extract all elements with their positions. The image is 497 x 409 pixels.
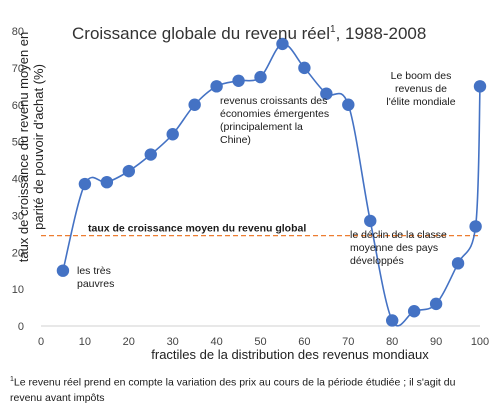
data-point [254,70,267,84]
annotation-middle: moyenne des pays [350,242,438,254]
data-point [469,220,482,233]
data-point [78,177,92,191]
annotation-middle: développés [350,255,404,267]
y-tick-label: 70 [12,63,24,75]
data-point [298,61,311,75]
data-point [100,175,114,189]
y-tick-label: 20 [12,247,24,259]
data-point [56,264,70,277]
average-growth-label: taux de croissance moyen du revenu globa… [88,223,306,235]
x-tick-label: 90 [430,336,442,348]
y-tick-label: 0 [18,321,24,333]
footnote-text: Le revenu réel prend en compte la variat… [10,376,456,404]
data-point [122,164,135,178]
tick-labels: 0 10 20 30 40 50 60 70 80 0 10 20 30 40 50 60 70 80 90 100 [12,26,489,348]
y-axis-title: taux de croissance du revenu moyen en pa… [16,32,46,263]
x-tick-label: 80 [386,336,398,348]
annotation-emerging: économies émergentes [220,108,329,120]
x-tick-label: 60 [298,336,310,348]
x-tick-label: 10 [79,336,91,348]
series-group [56,37,487,327]
chart-title-footnote-mark: 1 [330,24,336,35]
x-tick-label: 50 [254,336,266,348]
average-growth-line-group: taux de croissance moyen du revenu globa… [41,223,480,237]
chart-title-main: Croissance globale du revenu réel [72,24,330,43]
chart-title: Croissance globale du revenu réel1, 1988… [72,24,426,43]
x-tick-label: 20 [123,336,135,348]
data-point [473,80,487,93]
x-tick-label: 40 [210,336,222,348]
data-point [342,98,355,111]
annotation-elite: revenus de [395,83,447,95]
y-tick-label: 40 [12,174,24,186]
data-point [320,87,333,100]
y-tick-label: 80 [12,26,24,38]
data-point [429,297,443,311]
x-tick-label: 0 [38,336,44,348]
data-point [407,305,421,318]
annotation-emerging: Chine) [220,134,251,146]
data-point [451,257,465,270]
x-tick-label: 100 [471,336,489,348]
annotation-poor: les très [77,265,111,277]
data-point [232,74,245,87]
y-axis-title-line-2: parité de pouvoir d'achat (%) [31,64,46,230]
data-point [166,128,179,141]
data-point [364,214,377,228]
y-tick-label: 50 [12,137,24,149]
chart-title-years: , 1988-2008 [336,24,427,43]
annotation-elite: l'élite mondiale [386,96,455,108]
data-point [276,37,289,51]
data-point [386,314,399,327]
annotation-emerging: (principalement la [220,121,303,133]
y-axis-title-line-1: taux de croissance du revenu moyen en [16,32,31,263]
y-tick-label: 10 [12,284,24,296]
annotation-poor: pauvres [77,278,114,290]
y-tick-label: 30 [12,210,24,222]
x-axis-title: fractiles de la distribution des revenus… [151,347,429,362]
footnote: 1Le revenu réel prend en compte la varia… [10,372,490,406]
chart-background [0,0,497,370]
x-tick-label: 70 [342,336,354,348]
annotation-elite: Le boom des [391,70,452,82]
y-tick-label: 60 [12,100,24,112]
annotation-emerging: revenus croissants des [220,95,327,107]
data-point [188,98,201,111]
data-point [144,148,157,161]
data-point [210,80,223,93]
annotation-middle: le déclin de la classe [350,229,447,241]
x-tick-label: 30 [167,336,179,348]
footnote-mark: 1 [10,376,14,383]
